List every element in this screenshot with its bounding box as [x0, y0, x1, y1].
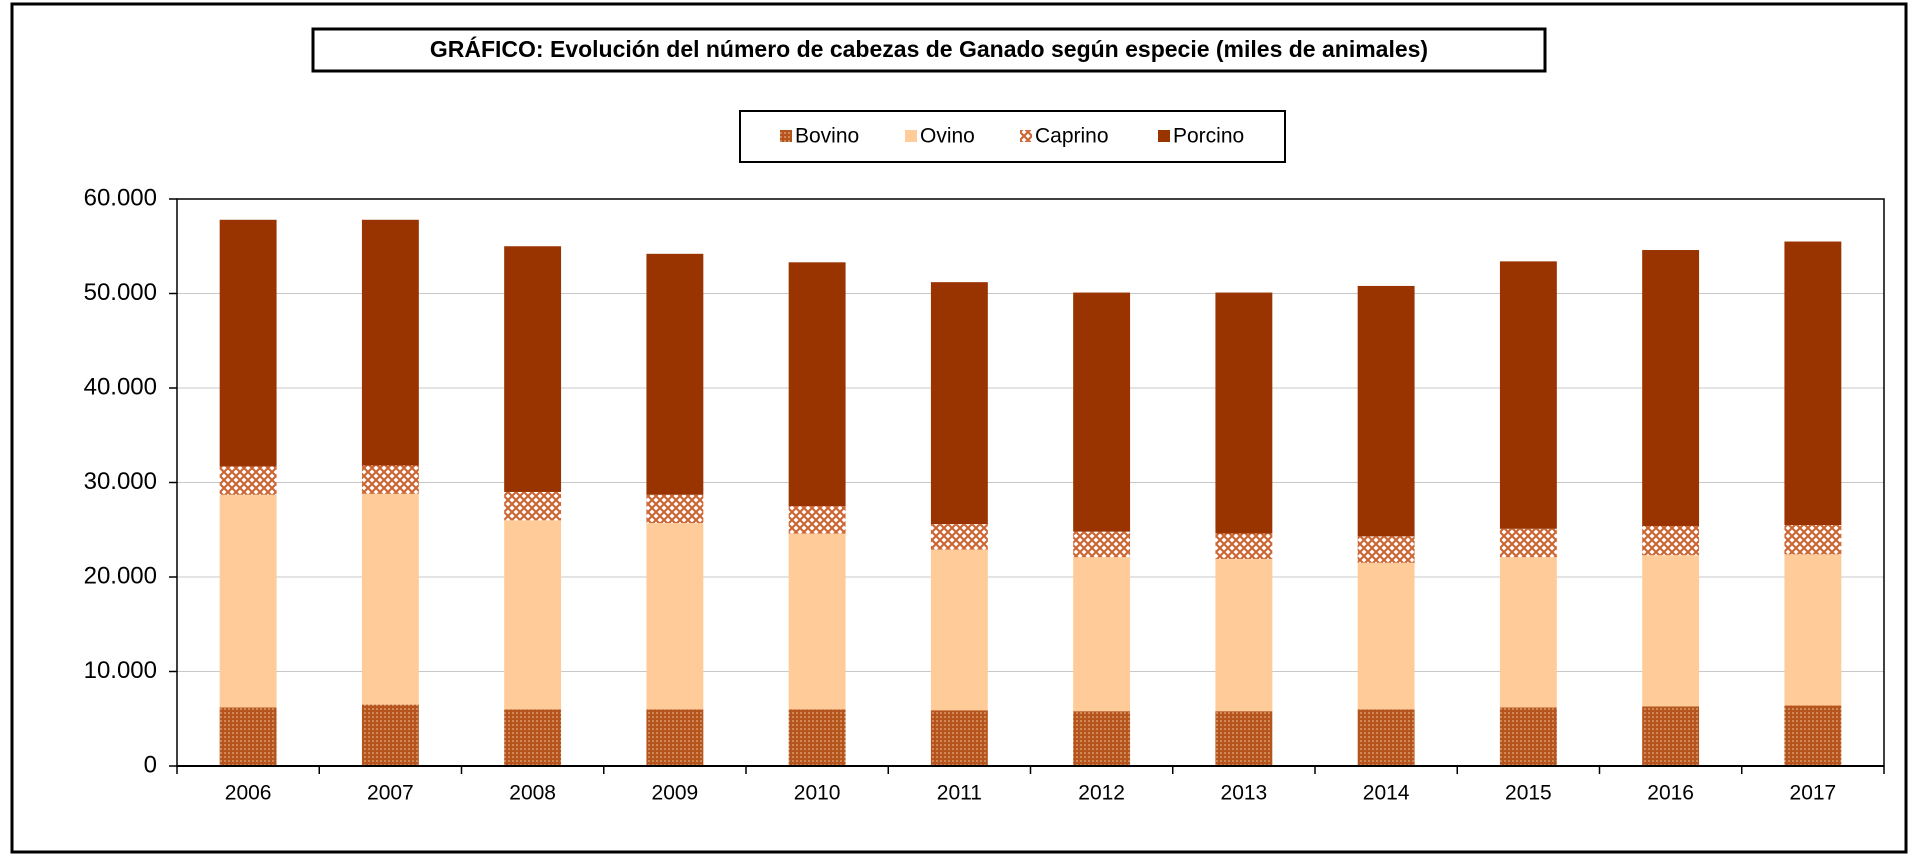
bar-segment [219, 466, 277, 495]
bar-segment [361, 493, 419, 705]
x-tick-label: 2014 [1363, 782, 1410, 805]
bar-segment [219, 494, 277, 708]
bar-segment [1642, 250, 1700, 526]
bar-segment [930, 524, 988, 550]
x-tick-label: 2011 [937, 782, 982, 805]
bar-segment [1073, 557, 1131, 712]
x-tick-label: 2008 [509, 782, 556, 805]
bar-segment [504, 246, 562, 492]
bar-segment [1215, 292, 1273, 534]
legend-swatch [1020, 130, 1032, 142]
bar-segment [1784, 705, 1842, 766]
bar-segment [788, 506, 846, 534]
x-tick-label: 2016 [1647, 782, 1694, 805]
legend-label: Caprino [1035, 125, 1109, 148]
legend-swatch [780, 130, 792, 142]
bar-segment [361, 465, 419, 494]
title-box [311, 27, 1547, 73]
bar-segment [788, 709, 846, 766]
legend-swatch [1158, 130, 1170, 142]
bar-segment [1357, 285, 1415, 537]
bar-segment [1215, 711, 1273, 766]
legend-label: Porcino [1173, 125, 1244, 148]
x-tick-label: 2006 [225, 782, 272, 805]
bar-segment [1499, 528, 1557, 558]
y-tick-label: 60.000 [84, 184, 157, 211]
bar-segment [1357, 709, 1415, 766]
y-tick-label: 30.000 [84, 468, 157, 495]
bar-segment [504, 520, 562, 710]
y-tick-label: 20.000 [84, 562, 157, 589]
x-tick-label: 2009 [652, 782, 699, 805]
x-tick-label: 2015 [1505, 782, 1552, 805]
y-tick-label: 10.000 [84, 657, 157, 684]
bar-segment [930, 549, 988, 711]
bar-segment [219, 707, 277, 766]
bar-segment [788, 262, 846, 507]
bar-segment [504, 491, 562, 521]
bar-segment [1357, 562, 1415, 710]
bar-segment [1784, 241, 1842, 526]
bar-segment [361, 219, 419, 466]
bar-segment [646, 253, 704, 495]
bar-segment [930, 282, 988, 525]
bar-segment [646, 494, 704, 524]
bar-segment [361, 704, 419, 766]
bar-segment [1642, 706, 1700, 766]
bar-segment [788, 533, 846, 710]
x-tick-label: 2013 [1221, 782, 1268, 805]
chart-title: GRÁFICO: Evolución del número de cabezas… [430, 35, 1428, 62]
y-tick-label: 50.000 [84, 279, 157, 306]
bar-segment [1073, 531, 1131, 558]
legend-label: Bovino [795, 125, 859, 148]
bar-segment [1499, 261, 1557, 529]
bar-segment [219, 219, 277, 467]
bar-segment [1784, 554, 1842, 706]
bar-segment [1784, 525, 1842, 555]
y-tick-label: 40.000 [84, 373, 157, 400]
bar-segment [646, 523, 704, 710]
bar-segment [1642, 525, 1700, 556]
x-tick-label: 2010 [794, 782, 841, 805]
legend-swatch [905, 130, 917, 142]
x-tick-label: 2007 [367, 782, 414, 805]
y-tick-label: 0 [144, 751, 157, 778]
bar-segment [1357, 536, 1415, 563]
bar-segment [1073, 292, 1131, 532]
bar-segment [1215, 559, 1273, 712]
bar-segment [1642, 555, 1700, 707]
legend-label: Ovino [920, 125, 975, 148]
bar-segment [646, 709, 704, 766]
bar-segment [1073, 711, 1131, 766]
x-tick-label: 2017 [1790, 782, 1837, 805]
bar-segment [1215, 533, 1273, 560]
bar-segment [1499, 557, 1557, 708]
legend-box [739, 110, 1286, 163]
bar-segment [504, 709, 562, 766]
bar-segment [1499, 707, 1557, 766]
bar-segment [930, 710, 988, 766]
outer-border [10, 2, 1908, 854]
x-tick-label: 2012 [1078, 782, 1125, 805]
